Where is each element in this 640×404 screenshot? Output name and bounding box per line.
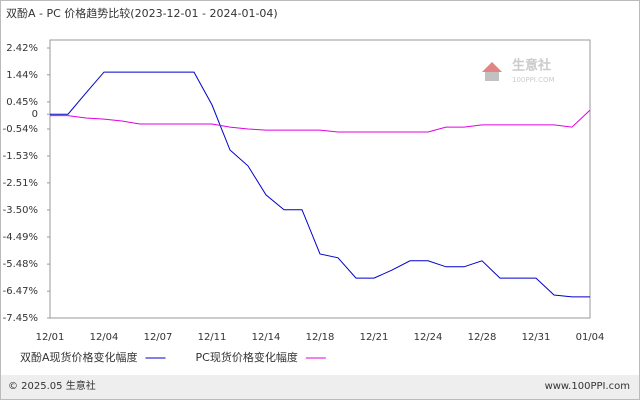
y-tick-label: -0.54% (3, 124, 38, 135)
watermark-url: 100PPI.COM (512, 76, 555, 84)
x-tick-label: 12/21 (360, 332, 389, 343)
series-line (50, 71, 590, 298)
chart-title: 双酚A - PC 价格趋势比较(2023-12-01 - 2024-01-04) (6, 6, 278, 20)
x-tick-label: 12/18 (306, 332, 335, 343)
y-tick-label: 0 (32, 109, 38, 120)
legend-label: 双酚A现货价格变化幅度 (20, 350, 138, 364)
y-tick-label: -4.49% (3, 232, 38, 243)
y-tick-label: -2.51% (3, 178, 38, 189)
x-tick-label: 12/01 (36, 332, 65, 343)
logo-roof (482, 62, 502, 72)
logo-base (485, 72, 499, 81)
plot-area (49, 39, 591, 319)
y-tick-label: 1.44% (6, 70, 38, 81)
y-tick-label: 2.42% (6, 43, 38, 54)
y-tick-label: 0.45% (6, 97, 38, 108)
x-tick-label: 12/04 (90, 332, 119, 343)
footer-site: www.100PPI.com (545, 381, 630, 392)
x-tick-label: 01/04 (576, 332, 605, 343)
y-tick-label: -1.53% (3, 151, 38, 162)
watermark-name: 生意社 (512, 58, 551, 74)
x-tick-label: 12/31 (522, 332, 551, 343)
x-tick-label: 12/28 (468, 332, 497, 343)
footer-bar (1, 375, 639, 399)
y-tick-label: -5.48% (3, 259, 38, 270)
y-tick-label: -3.50% (3, 205, 38, 216)
y-tick-label: -6.47% (3, 286, 38, 297)
watermark: 生意社 100PPI.COM (482, 58, 555, 84)
series-line (50, 109, 591, 133)
x-tick-label: 12/07 (144, 332, 173, 343)
y-tick-label: -7.45% (3, 313, 38, 324)
x-tick-label: 12/14 (252, 332, 281, 343)
footer-copyright: © 2025.05 生意社 (8, 379, 96, 392)
x-tick-label: 12/24 (414, 332, 443, 343)
x-tick-label: 12/11 (198, 332, 227, 343)
legend-label: PC现货价格变化幅度 (196, 350, 298, 364)
